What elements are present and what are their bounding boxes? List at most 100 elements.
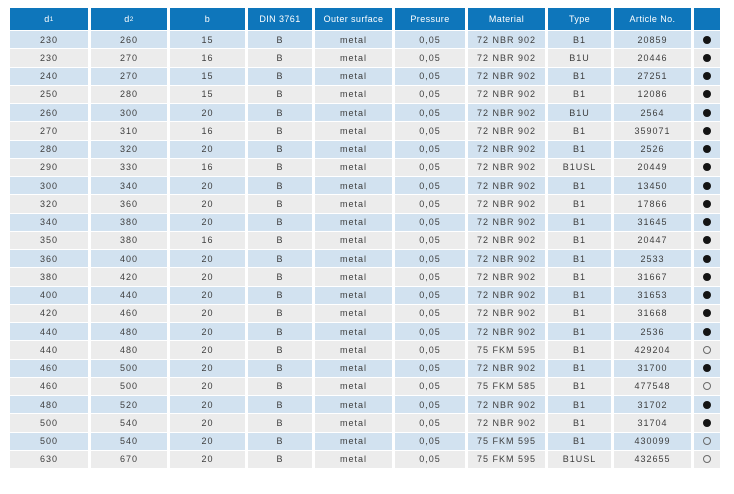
availability-cell xyxy=(694,122,720,140)
cell-b: 20 xyxy=(170,213,245,231)
cell-d1: 380 xyxy=(10,268,88,286)
cell-d1: 360 xyxy=(10,250,88,268)
cell-b: 20 xyxy=(170,140,245,158)
cell-outer-surface: metal xyxy=(315,85,392,103)
cell-d1: 500 xyxy=(10,414,88,432)
cell-b: 20 xyxy=(170,286,245,304)
availability-cell xyxy=(694,268,720,286)
cell-type: B1 xyxy=(548,377,611,395)
availability-dot-icon xyxy=(703,309,711,318)
cell-din-3761: B xyxy=(248,323,312,341)
cell-din-3761: B xyxy=(248,377,312,395)
cell-d2: 420 xyxy=(91,268,167,286)
availability-dot-icon xyxy=(703,163,711,172)
cell-material: 75 FKM 595 xyxy=(468,450,545,468)
cell-material: 72 NBR 902 xyxy=(468,31,545,49)
cell-d1: 340 xyxy=(10,213,88,231)
cell-pressure: 0,05 xyxy=(395,158,465,176)
column-header-d2-label: d xyxy=(124,14,130,24)
table-row: 250 280 15 B metal 0,05 72 NBR 902 B1 12… xyxy=(10,85,720,103)
table-row: 440 480 20 B metal 0,05 75 FKM 595 B1 42… xyxy=(10,341,720,359)
cell-d1: 230 xyxy=(10,49,88,67)
cell-type: B1 xyxy=(548,140,611,158)
cell-d2: 460 xyxy=(91,304,167,322)
cell-b: 15 xyxy=(170,31,245,49)
cell-article-no: 477548 xyxy=(614,377,691,395)
availability-dot-icon xyxy=(703,455,711,464)
cell-type: B1U xyxy=(548,49,611,67)
availability-dot-icon xyxy=(703,90,711,99)
availability-dot-icon xyxy=(703,218,711,227)
cell-type: B1 xyxy=(548,323,611,341)
availability-dot-icon xyxy=(703,35,711,44)
cell-article-no: 27251 xyxy=(614,67,691,85)
cell-outer-surface: metal xyxy=(315,268,392,286)
cell-pressure: 0,05 xyxy=(395,140,465,158)
cell-type: B1 xyxy=(548,31,611,49)
cell-outer-surface: metal xyxy=(315,31,392,49)
cell-din-3761: B xyxy=(248,49,312,67)
column-header-pressure-label: Pressure xyxy=(410,14,450,24)
cell-pressure: 0,05 xyxy=(395,286,465,304)
table-row: 420 460 20 B metal 0,05 72 NBR 902 B1 31… xyxy=(10,304,720,322)
cell-d2: 270 xyxy=(91,67,167,85)
column-header-type: Type xyxy=(548,8,611,30)
cell-outer-surface: metal xyxy=(315,396,392,414)
availability-cell xyxy=(694,286,720,304)
cell-d1: 480 xyxy=(10,396,88,414)
cell-article-no: 13450 xyxy=(614,177,691,195)
cell-article-no: 17866 xyxy=(614,195,691,213)
column-header-outer-surface: Outer surface xyxy=(315,8,392,30)
column-header-outer-surface-label: Outer surface xyxy=(323,14,384,24)
column-header-d2-sub: 2 xyxy=(129,15,134,23)
table-row: 500 540 20 B metal 0,05 75 FKM 595 B1 43… xyxy=(10,432,720,450)
cell-d1: 440 xyxy=(10,341,88,359)
availability-dot-icon xyxy=(703,72,711,81)
cell-din-3761: B xyxy=(248,359,312,377)
cell-material: 72 NBR 902 xyxy=(468,195,545,213)
cell-type: B1USL xyxy=(548,450,611,468)
cell-b: 20 xyxy=(170,304,245,322)
availability-cell xyxy=(694,414,720,432)
cell-d2: 400 xyxy=(91,250,167,268)
cell-article-no: 20859 xyxy=(614,31,691,49)
availability-dot-icon xyxy=(703,272,711,281)
column-header-article-no: Article No. xyxy=(614,8,691,30)
cell-type: B1 xyxy=(548,268,611,286)
cell-b: 20 xyxy=(170,359,245,377)
column-header-article-no-label: Article No. xyxy=(629,14,676,24)
cell-d2: 670 xyxy=(91,450,167,468)
cell-type: B1 xyxy=(548,432,611,450)
cell-d2: 440 xyxy=(91,286,167,304)
table-row: 350 380 16 B metal 0,05 72 NBR 902 B1 20… xyxy=(10,231,720,249)
column-header-material: Material xyxy=(468,8,545,30)
table-row: 230 260 15 B metal 0,05 72 NBR 902 B1 20… xyxy=(10,31,720,49)
table-row: 340 380 20 B metal 0,05 72 NBR 902 B1 31… xyxy=(10,213,720,231)
cell-d1: 500 xyxy=(10,432,88,450)
cell-din-3761: B xyxy=(248,414,312,432)
cell-b: 20 xyxy=(170,396,245,414)
cell-material: 72 NBR 902 xyxy=(468,304,545,322)
cell-d2: 270 xyxy=(91,49,167,67)
availability-cell xyxy=(694,341,720,359)
table-row: 270 310 16 B metal 0,05 72 NBR 902 B1 35… xyxy=(10,122,720,140)
cell-outer-surface: metal xyxy=(315,304,392,322)
column-header-type-label: Type xyxy=(568,14,591,24)
cell-outer-surface: metal xyxy=(315,158,392,176)
cell-din-3761: B xyxy=(248,85,312,103)
cell-b: 16 xyxy=(170,231,245,249)
cell-din-3761: B xyxy=(248,195,312,213)
cell-material: 72 NBR 902 xyxy=(468,250,545,268)
availability-dot-icon xyxy=(703,145,711,154)
cell-din-3761: B xyxy=(248,231,312,249)
cell-type: B1 xyxy=(548,304,611,322)
cell-article-no: 31668 xyxy=(614,304,691,322)
cell-outer-surface: metal xyxy=(315,67,392,85)
cell-outer-surface: metal xyxy=(315,177,392,195)
cell-b: 20 xyxy=(170,323,245,341)
cell-material: 72 NBR 902 xyxy=(468,140,545,158)
cell-d2: 500 xyxy=(91,359,167,377)
cell-b: 20 xyxy=(170,341,245,359)
